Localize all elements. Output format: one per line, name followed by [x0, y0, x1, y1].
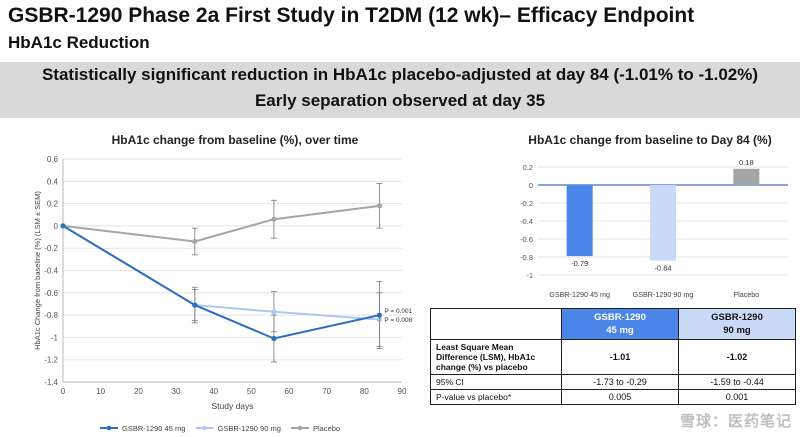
y-tick-label: 0.2: [523, 163, 533, 172]
data-point: [60, 223, 66, 229]
y-tick-label: 0: [529, 181, 533, 190]
y-tick-label: -1.2: [44, 356, 58, 365]
y-tick-label: -0.6: [520, 235, 533, 244]
row-value: -1.73 to -0.29: [561, 374, 679, 390]
line-chart: 0.60.40.20-0.2-0.4-0.6-0.8-1-1.2-1.40 10 2…: [33, 155, 413, 433]
series-line: [62, 225, 380, 321]
series-line: [62, 204, 380, 243]
table-row: Least Square Mean Difference (LSM), HbA1…: [430, 339, 796, 375]
y-tick-label: 0: [54, 222, 59, 231]
y-tick-label: -0.4: [520, 217, 533, 226]
bar-data-label: -0.84: [654, 264, 671, 273]
x-axis-label: Study days: [211, 401, 253, 411]
x-tick-label: 0: [61, 387, 66, 396]
y-tick-label: -0.2: [44, 244, 58, 253]
x-tick-label: 10: [96, 387, 105, 396]
data-point: [192, 238, 198, 245]
data-point: [376, 312, 382, 318]
row-value: 0.005: [561, 389, 679, 405]
legend-marker: [297, 425, 303, 431]
y-tick-label: -1: [51, 333, 59, 342]
results-table: GSBR-1290 45 mg GSBR-1290 90 mg Least Squa…: [430, 308, 796, 405]
x-tick-label: 50: [247, 387, 256, 396]
legend-label: GSBR-1290 90 mg: [218, 424, 281, 433]
row-label: P-value vs placebo*: [430, 389, 562, 405]
row-label: Least Square Mean Difference (LSM), HbA1…: [430, 339, 562, 375]
legend-marker: [106, 425, 112, 431]
bar: [650, 185, 676, 261]
data-point: [271, 216, 277, 222]
bar: [566, 185, 593, 257]
category-label: GSBR-1290 90 mg: [633, 290, 694, 299]
table-row: 95% CI -1.73 to -0.29 -1.59 to -0.44: [430, 374, 796, 390]
page-title: GSBR-1290 Phase 2a First Study in T2DM (…: [8, 4, 695, 27]
table-header-line: 90 mg: [723, 325, 751, 336]
y-tick-label: -0.2: [520, 199, 533, 208]
y-tick-label: 0.2: [47, 200, 59, 209]
x-tick-label: 70: [322, 387, 331, 396]
table-header-line: 45 mg: [606, 325, 634, 336]
x-tick-label: 90: [398, 387, 407, 396]
y-tick-label: 0.4: [47, 177, 59, 186]
table-header-90mg: GSBR-1290 90 mg: [678, 308, 796, 340]
legend-label: Placebo: [313, 424, 340, 433]
row-value: -1.01: [561, 339, 679, 375]
y-tick-label: -1.4: [44, 378, 58, 387]
bar-chart-title: HbA1c change from baseline to Day 84 (%): [528, 133, 772, 147]
x-tick-label: 40: [209, 387, 218, 396]
table-header-line: GSBR-1290: [594, 312, 646, 323]
table-header-45mg: GSBR-1290 45 mg: [561, 308, 679, 340]
category-label: Placebo: [733, 290, 759, 299]
y-tick-label: -0.4: [44, 267, 58, 276]
banner-line-1: Statistically significant reduction in H…: [41, 65, 759, 84]
y-axis-label: HbA1c Change from baseline (%) (LSM ± SE…: [33, 191, 42, 350]
bar-data-label: 0.18: [739, 158, 754, 167]
legend-label: GSBR-1290 45 mg: [122, 424, 185, 433]
series-line: [62, 225, 380, 340]
row-value: 0.001: [678, 389, 796, 405]
table-row: P-value vs placebo* 0.005 0.001: [430, 389, 796, 405]
watermark: 雪球：医药笔记: [679, 413, 792, 430]
data-point: [271, 335, 277, 342]
key-findings-banner: Statistically significant reduction in H…: [0, 62, 800, 118]
bar-data-label: -0.79: [571, 259, 588, 268]
x-tick-label: 30: [172, 387, 181, 396]
legend-marker: [202, 425, 207, 431]
table-corner: [430, 308, 562, 340]
row-value: -1.59 to -0.44: [678, 374, 796, 390]
data-point: [192, 302, 198, 308]
data-point: [376, 203, 382, 209]
y-tick-label: -1: [526, 271, 533, 280]
category-label: GSBR-1290 45 mg: [549, 290, 610, 299]
annotation-p-90mg: P = 0.008: [384, 317, 412, 324]
data-point: [271, 309, 277, 315]
bar: [733, 168, 760, 185]
row-label: 95% CI: [430, 374, 562, 390]
y-tick-label: -0.6: [44, 289, 58, 298]
row-value: -1.02: [678, 339, 796, 375]
y-tick-label: -0.8: [520, 253, 533, 262]
y-tick-label: -0.8: [44, 311, 58, 320]
y-tick-label: 0.6: [47, 155, 59, 164]
line-chart-title: HbA1c change from baseline (%), over tim…: [111, 133, 359, 147]
page-subtitle: HbA1c Reduction: [8, 33, 150, 52]
x-tick-label: 60: [285, 387, 294, 396]
bar-chart: 0.2 0 -0.2 -0.4 -0.6 -0.8 -1 -0.79 GSBR-1290 45 …: [520, 158, 788, 299]
annotation-p-45mg: P = 0.001: [384, 308, 412, 315]
x-tick-label: 80: [360, 387, 369, 396]
table-header-line: GSBR-1290: [711, 312, 763, 323]
x-tick-label: 20: [134, 387, 143, 396]
banner-line-2: Early separation observed at day 35: [254, 91, 546, 110]
